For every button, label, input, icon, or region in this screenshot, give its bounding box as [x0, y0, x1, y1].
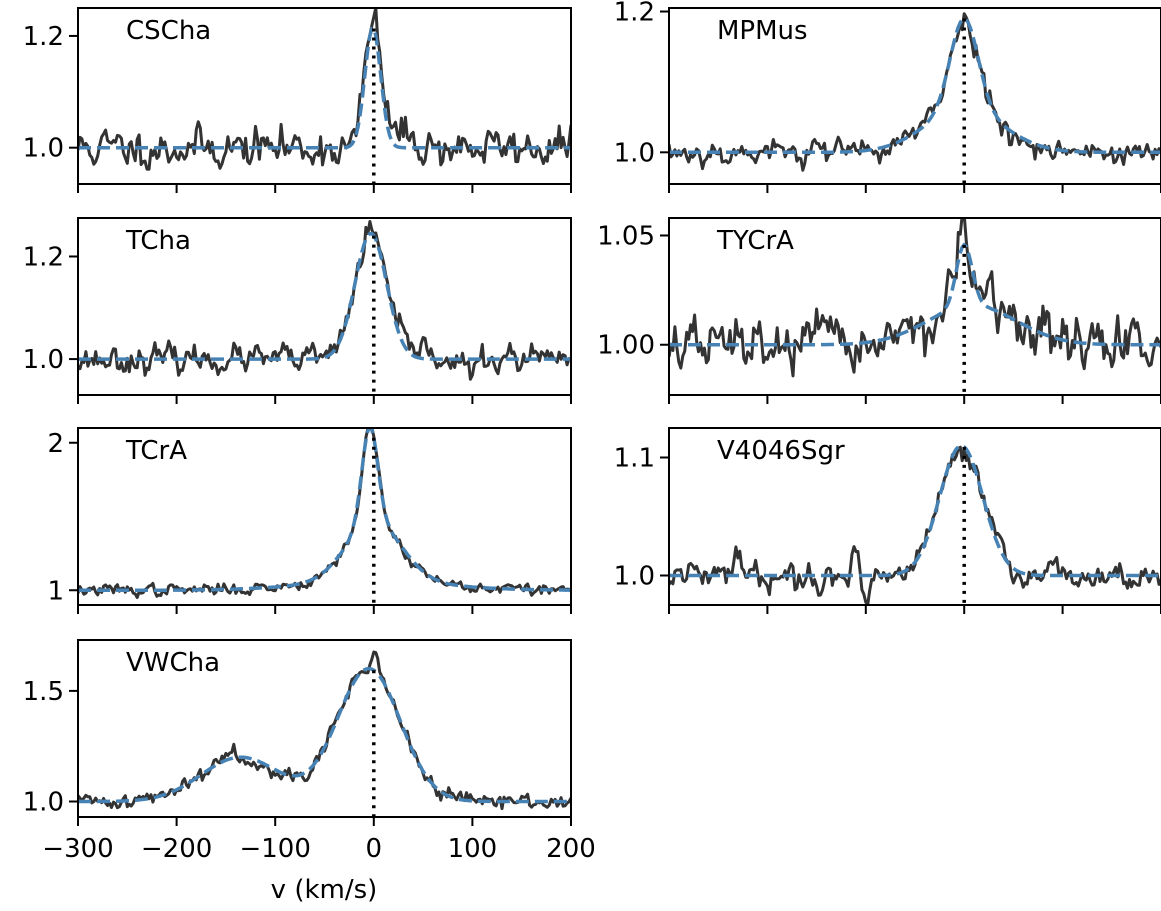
- y-tick-label: 1.0: [614, 138, 655, 168]
- model-fit-line: [78, 428, 571, 592]
- y-tick-label: 1.1: [614, 444, 655, 474]
- y-tick-label: 1.5: [23, 677, 64, 707]
- panel-frame: [77, 7, 572, 185]
- panel-TCrA: 1 2 TCrA: [47, 427, 572, 614]
- y-tick-label: 1.00: [597, 331, 655, 361]
- y-tick-label: 1.2: [23, 242, 64, 272]
- observed-spectrum-line: [78, 220, 571, 381]
- model-fit-line: [78, 26, 571, 150]
- x-tick-label: 100: [448, 834, 498, 864]
- panel-frame: [668, 427, 1161, 606]
- model-fit-line: [669, 242, 1161, 347]
- x-tick-label: −100: [239, 834, 310, 864]
- y-tick-label: 1.0: [23, 134, 64, 164]
- observed-spectrum-line: [669, 445, 1161, 605]
- y-tick-label: 1.2: [23, 22, 64, 52]
- panel-frame: [77, 639, 572, 818]
- model-fit-line: [669, 16, 1161, 155]
- panel-MPMus: 1.0 1.2 MPMus: [614, 0, 1161, 193]
- x-tick-label: −200: [141, 834, 212, 864]
- model-fit-line: [669, 444, 1161, 578]
- panel-label: TCrA: [125, 436, 187, 466]
- panel-label: VWCha: [126, 648, 220, 678]
- panel-label: MPMus: [717, 16, 808, 46]
- x-tick-label: 200: [546, 834, 596, 864]
- panel-TCha: 1.0 1.2 TCha: [23, 217, 572, 404]
- observed-spectrum-line: [78, 8, 571, 171]
- panel-TYCrA: 1.00 1.05 TYCrA: [597, 217, 1161, 404]
- observed-spectrum-line: [78, 650, 571, 811]
- x-axis-title: v (km/s): [271, 875, 378, 905]
- x-tick-label: 0: [366, 834, 383, 864]
- panel-frame: [77, 427, 572, 606]
- panel-VWCha: −300 −200 −100 0 100 200 1.0 1.5 VWCha: [23, 639, 596, 864]
- panel-label: TYCrA: [716, 226, 794, 256]
- y-tick-label: 1.05: [597, 221, 655, 251]
- y-tick-label: 2: [47, 429, 64, 459]
- x-tick-label: −300: [42, 834, 113, 864]
- panel-frame: [77, 217, 572, 396]
- y-tick-label: 1.0: [23, 788, 64, 818]
- panel-frame: [668, 217, 1161, 396]
- panel-frame: [668, 7, 1161, 185]
- panel-label: CSCha: [126, 16, 211, 46]
- model-fit-line: [78, 231, 571, 361]
- y-tick-label: 1: [47, 576, 64, 606]
- y-tick-label: 1.2: [614, 0, 655, 28]
- panel-CSCha: 1.0 1.2 CSCha: [23, 7, 572, 193]
- model-fit-line: [78, 666, 571, 804]
- y-tick-label: 1.0: [614, 562, 655, 592]
- y-tick-label: 1.0: [23, 345, 64, 375]
- panel-label: TCha: [125, 226, 191, 256]
- panel-V4046Sgr: 1.0 1.1 V4046Sgr: [614, 427, 1161, 614]
- panel-label: V4046Sgr: [717, 436, 845, 466]
